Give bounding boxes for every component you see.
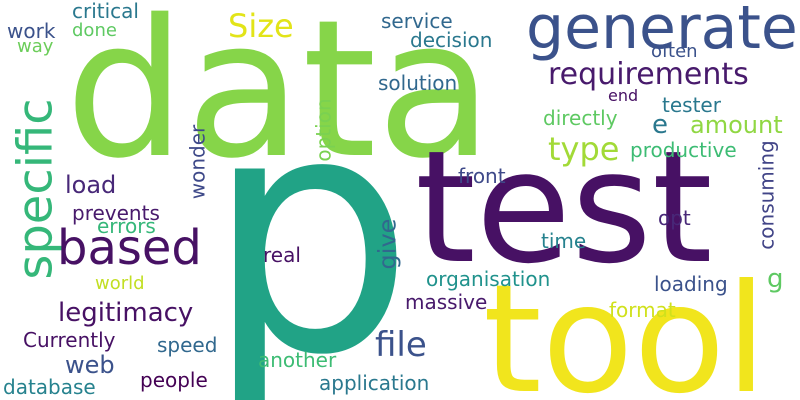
word-critical: critical bbox=[72, 0, 139, 23]
word-prevents: prevents bbox=[72, 201, 160, 225]
word-tester: tester bbox=[662, 93, 721, 117]
word-database: database bbox=[3, 375, 96, 399]
word-decision: decision bbox=[410, 28, 493, 52]
word-load: load bbox=[65, 171, 117, 199]
word-real: real bbox=[263, 243, 301, 267]
word-way: way bbox=[17, 36, 54, 57]
word-size: Size bbox=[228, 7, 294, 45]
word-front: front bbox=[458, 164, 506, 188]
word-time: time bbox=[541, 229, 587, 253]
word-specific: specific bbox=[7, 98, 64, 280]
word-application: application bbox=[319, 371, 430, 395]
word-wonder: wonder bbox=[185, 124, 210, 200]
word-work: work bbox=[7, 19, 56, 43]
word-amount: amount bbox=[690, 111, 783, 139]
word-speed: speed bbox=[157, 333, 218, 357]
word-legitimacy: legitimacy bbox=[58, 298, 194, 328]
word-service: service bbox=[381, 9, 453, 33]
word-organisation: organisation bbox=[426, 267, 551, 291]
word-consuming: consuming bbox=[754, 140, 779, 250]
word-opt: opt bbox=[658, 206, 691, 230]
word-solution: solution bbox=[378, 71, 458, 95]
word-often: often bbox=[651, 41, 698, 62]
word-currently: Currently bbox=[23, 328, 116, 352]
word-data: data bbox=[65, 0, 493, 200]
word-end: end bbox=[608, 86, 639, 105]
word-people: people bbox=[140, 368, 208, 392]
word-another: another bbox=[258, 348, 337, 372]
word-errors: errors bbox=[97, 214, 156, 238]
word-generate: generate bbox=[526, 0, 798, 63]
word-file: file bbox=[375, 325, 427, 365]
word-test: test bbox=[415, 117, 713, 298]
word-world: world bbox=[95, 273, 145, 294]
word-option: option bbox=[311, 98, 336, 162]
word-loading: loading bbox=[654, 272, 728, 296]
word-requirements: requirements bbox=[548, 57, 749, 92]
word-g: g bbox=[767, 264, 784, 294]
word-based: based bbox=[57, 220, 202, 276]
word-format: format bbox=[609, 298, 676, 322]
word-tool: tool bbox=[483, 253, 768, 400]
word-web: web bbox=[65, 351, 115, 379]
word-give: give bbox=[373, 218, 402, 270]
word-massive: massive bbox=[405, 290, 488, 314]
word-done: done bbox=[72, 20, 117, 41]
word-directly: directly bbox=[543, 106, 618, 130]
word-e: e bbox=[652, 110, 668, 140]
word-productive: productive bbox=[630, 138, 737, 162]
word-type: type bbox=[548, 130, 620, 168]
word-p: p bbox=[205, 43, 415, 400]
